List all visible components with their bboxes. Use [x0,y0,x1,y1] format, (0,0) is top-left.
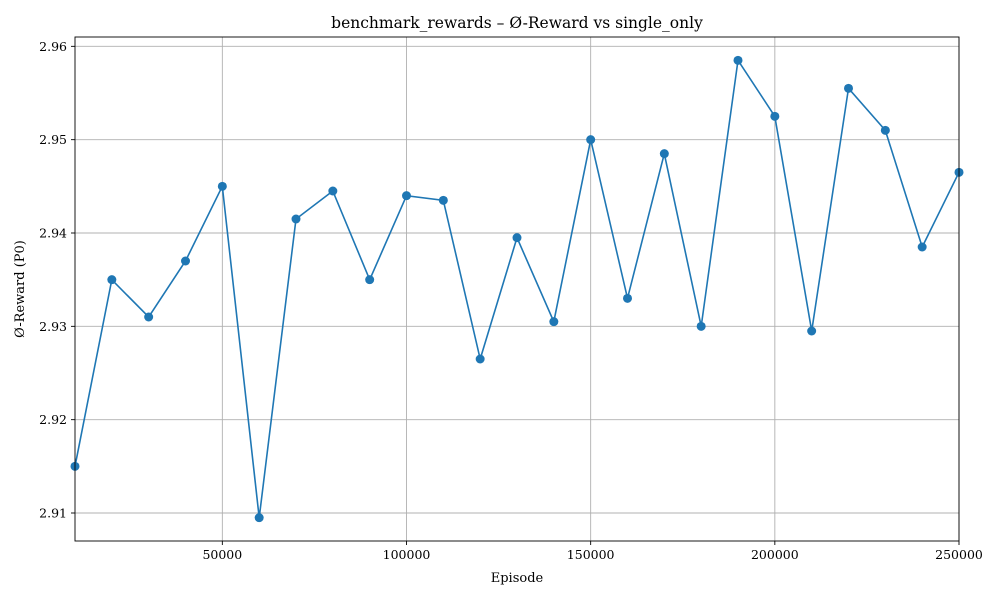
grid-lines [75,37,960,541]
y-axis-label: Ø-Reward (P0) [13,240,28,338]
data-point [438,195,448,205]
y-tick-label: 2.92 [39,412,67,427]
y-tick-label: 2.96 [39,39,67,54]
plot-frame [74,36,960,542]
data-point [549,317,559,327]
series-layer [70,55,964,523]
data-point [659,149,669,159]
data-point [512,233,522,243]
data-point [402,191,411,201]
data-point [623,293,632,303]
y-tick-label: 2.94 [39,226,67,241]
chart-title: benchmark_rewards – Ø-Reward vs single_o… [331,14,703,32]
data-point [107,275,117,285]
x-tick-label: 100000 [383,547,431,562]
data-point [144,312,154,322]
series-line [74,58,960,518]
data-point [365,275,375,285]
data-point [696,321,706,331]
data-point [181,256,190,266]
data-point [328,186,338,196]
data-point [586,135,596,145]
x-tick-label: 200000 [751,547,799,562]
data-point [254,513,264,523]
x-axis-label: Episode [491,571,544,586]
y-tick-label: 2.95 [39,132,67,147]
x-tick-label: 250000 [935,547,983,562]
y-tick-label: 2.93 [39,319,67,334]
data-point [770,111,780,121]
data-point [733,55,743,65]
data-point [880,125,890,135]
data-point [475,354,485,364]
y-tick-label: 2.91 [39,506,67,521]
x-tick-label: 50000 [202,547,242,562]
data-point [807,326,817,336]
data-point [844,83,853,93]
x-tick-label: 150000 [567,547,615,562]
axis-ticks: 50000 100000 150000 200000 250000 2.91 2.92 2.9… [39,39,983,562]
data-point [217,181,227,191]
data-point [291,214,301,224]
data-point [917,242,927,252]
